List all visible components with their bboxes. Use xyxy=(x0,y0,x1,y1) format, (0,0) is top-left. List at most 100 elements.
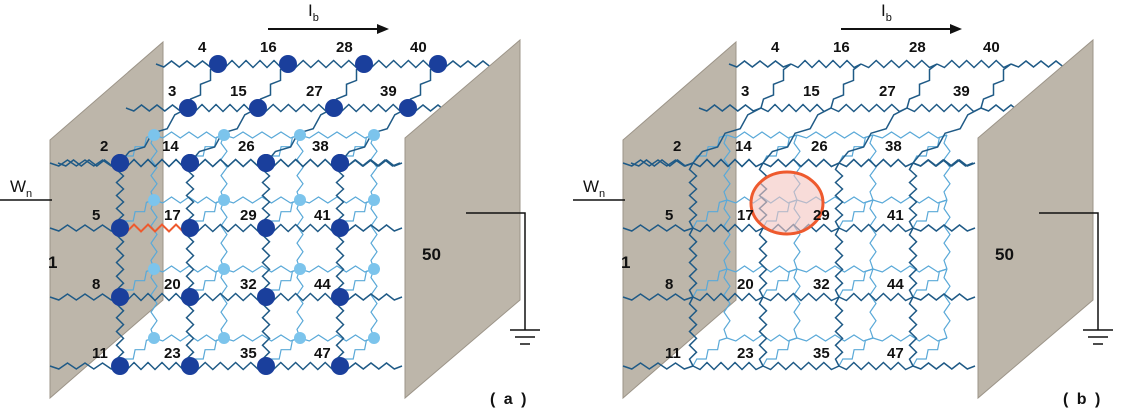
back-resistor xyxy=(296,268,304,339)
lead-resistor xyxy=(622,159,694,167)
node-label: 26 xyxy=(811,138,828,155)
ground-wire xyxy=(466,212,526,330)
diagonal-resistor xyxy=(762,337,798,367)
top-resistor xyxy=(936,59,1012,69)
back-node xyxy=(368,332,380,344)
front-resistor xyxy=(185,227,195,298)
front-resistor xyxy=(908,227,918,298)
front-resistor xyxy=(908,162,918,229)
front-resistor xyxy=(335,227,345,298)
front-node xyxy=(257,357,275,375)
front-node xyxy=(181,288,199,306)
back-node xyxy=(148,332,160,344)
front-node xyxy=(331,219,349,237)
back-resistor xyxy=(872,265,948,273)
front-resistor xyxy=(115,227,125,298)
back-resistor xyxy=(793,268,801,339)
front-resistor xyxy=(838,292,914,302)
node-label: 15 xyxy=(230,83,247,100)
left-plate-label: 1 xyxy=(621,253,630,272)
node-label: 8 xyxy=(92,276,100,293)
depth-resistor xyxy=(838,107,908,164)
back-resistor xyxy=(220,199,228,270)
front-resistor xyxy=(834,296,844,367)
top-resistor xyxy=(187,103,259,113)
front-resistor xyxy=(185,162,195,229)
wire-label: Wn xyxy=(10,177,32,200)
front-resistor xyxy=(335,162,345,229)
node-label: 14 xyxy=(162,138,179,155)
diagonal-resistor xyxy=(692,199,728,229)
depth-resistor xyxy=(187,63,219,109)
top-node xyxy=(429,55,447,73)
lead-resistor xyxy=(630,159,694,167)
diagonal-resistor xyxy=(912,268,948,298)
back-resistor xyxy=(943,268,951,339)
right-plate-label: 50 xyxy=(995,245,1014,264)
back-resistor xyxy=(370,134,378,201)
diagonal-resistor xyxy=(692,134,728,164)
back-resistor xyxy=(726,265,798,273)
front-resistor xyxy=(265,361,341,371)
front-resistor xyxy=(692,361,764,371)
front-node xyxy=(181,357,199,375)
front-resistor xyxy=(692,292,764,302)
back-resistor xyxy=(150,134,158,201)
node-label: 11 xyxy=(665,345,681,362)
top-node xyxy=(355,55,373,73)
node-label: 27 xyxy=(306,83,323,100)
back-resistor xyxy=(223,265,301,273)
front-resistor xyxy=(335,296,345,367)
front-resistor xyxy=(261,296,271,367)
diagonal-resistor xyxy=(692,268,728,298)
back-node xyxy=(218,263,230,275)
top-resistor xyxy=(906,103,982,113)
node-label: 44 xyxy=(887,276,904,293)
front-resistor xyxy=(688,227,698,298)
top-node xyxy=(399,99,417,117)
front-resistor xyxy=(762,158,840,168)
top-node xyxy=(179,99,197,117)
back-resistor xyxy=(796,131,874,139)
node-label: 17 xyxy=(164,207,181,224)
back-resistor xyxy=(153,265,225,273)
lead-resistor xyxy=(339,224,403,232)
back-resistor xyxy=(872,334,948,342)
node-label: 26 xyxy=(238,138,255,155)
front-node xyxy=(111,219,129,237)
back-node xyxy=(368,263,380,275)
front-resistor xyxy=(115,162,125,229)
depth-resistor xyxy=(692,107,762,164)
back-resistor xyxy=(723,134,731,201)
node-label: 41 xyxy=(314,207,331,224)
diagonal-resistor xyxy=(762,268,798,298)
front-resistor xyxy=(189,361,267,371)
node-label: 16 xyxy=(260,39,277,56)
back-resistor xyxy=(223,334,301,342)
back-resistor xyxy=(223,196,301,204)
back-resistor xyxy=(796,265,874,273)
broken-resistor xyxy=(119,223,191,233)
node-label: 11 xyxy=(92,345,108,362)
front-resistor xyxy=(692,158,764,168)
back-node xyxy=(294,194,306,206)
back-node xyxy=(218,129,230,141)
ground-wire xyxy=(1039,212,1099,330)
node-label: 35 xyxy=(240,345,257,362)
left-electrode-plate xyxy=(622,40,737,400)
back-resistor xyxy=(723,199,731,270)
lead-resistor xyxy=(155,60,219,68)
right-plate-label: 50 xyxy=(422,245,441,264)
lead-resistor xyxy=(1010,60,1072,68)
node-label: 38 xyxy=(885,138,902,155)
node-label: 39 xyxy=(380,83,397,100)
defect-region-circle xyxy=(749,170,825,236)
back-resistor xyxy=(943,134,951,201)
depth-resistor xyxy=(760,63,792,109)
top-node xyxy=(249,99,267,117)
node-label: 20 xyxy=(737,276,754,293)
node-label: 38 xyxy=(312,138,329,155)
top-node xyxy=(325,99,343,117)
back-node xyxy=(218,194,230,206)
wire-label: Wn xyxy=(583,177,605,200)
